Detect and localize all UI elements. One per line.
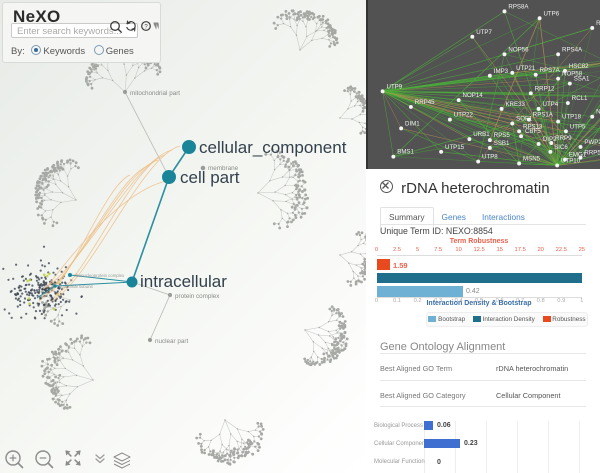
svg-text:NOP56: NOP56: [508, 46, 529, 53]
svg-text:RPS5: RPS5: [494, 132, 511, 139]
svg-text:ribosomal subunit: ribosomal subunit: [59, 284, 93, 289]
svg-text:SSA1: SSA1: [574, 76, 590, 83]
svg-text:SSB1: SSB1: [494, 140, 510, 147]
svg-text:UTP4: UTP4: [543, 101, 559, 108]
svg-text:DIM1: DIM1: [405, 120, 420, 127]
svg-text:MSN5: MSN5: [523, 156, 541, 163]
svg-text:UTP8: UTP8: [482, 154, 498, 161]
svg-text:membrane: membrane: [208, 165, 239, 172]
svg-text:protein complex: protein complex: [175, 293, 220, 300]
svg-text:RRP9: RRP9: [555, 135, 572, 142]
svg-text:NOP14: NOP14: [463, 92, 484, 99]
svg-text:RRP5: RRP5: [584, 150, 600, 157]
svg-text:UTP15: UTP15: [445, 144, 465, 151]
svg-text:UTP9: UTP9: [387, 83, 403, 90]
svg-text:UTP7: UTP7: [476, 29, 492, 36]
svg-text:NOC4: NOC4: [596, 109, 600, 116]
svg-text:RPS1A: RPS1A: [533, 112, 554, 119]
svg-text:UTP18: UTP18: [562, 114, 582, 121]
svg-text:RRP12: RRP12: [535, 85, 555, 92]
svg-text:UTP5: UTP5: [570, 123, 586, 130]
svg-text:SOF1: SOF1: [516, 116, 533, 123]
svg-text:RRP45: RRP45: [415, 99, 435, 106]
svg-text:UTP22: UTP22: [454, 112, 474, 119]
svg-text:RPS4A: RPS4A: [562, 46, 583, 53]
svg-text:URB1: URB1: [473, 131, 490, 138]
svg-text:intracellular: intracellular: [140, 272, 227, 291]
svg-text:UTP10: UTP10: [561, 157, 581, 164]
svg-text:BMS1: BMS1: [397, 149, 414, 156]
svg-text:KRE33: KRE33: [505, 101, 525, 108]
svg-text:RPS7A: RPS7A: [540, 67, 561, 74]
svg-text:IMP3: IMP3: [494, 68, 509, 75]
svg-text:RPS13: RPS13: [523, 123, 543, 130]
svg-text:cellular_component: cellular_component: [199, 138, 347, 157]
svg-text:SIC6: SIC6: [554, 144, 568, 151]
svg-text:RCL1: RCL1: [572, 95, 588, 102]
svg-text:RPS17B: RPS17B: [596, 20, 600, 27]
svg-text:UTP21: UTP21: [516, 65, 536, 72]
svg-text:mitochondrial part: mitochondrial part: [130, 90, 180, 97]
svg-text:RPS8A: RPS8A: [508, 3, 529, 10]
svg-text:PWP2: PWP2: [584, 139, 600, 146]
svg-text:nuclear part: nuclear part: [155, 338, 189, 345]
svg-text:HSC82: HSC82: [569, 63, 589, 70]
svg-text:UTP6: UTP6: [544, 10, 560, 17]
svg-text:ribonucleoprotein complex: ribonucleoprotein complex: [74, 273, 125, 278]
